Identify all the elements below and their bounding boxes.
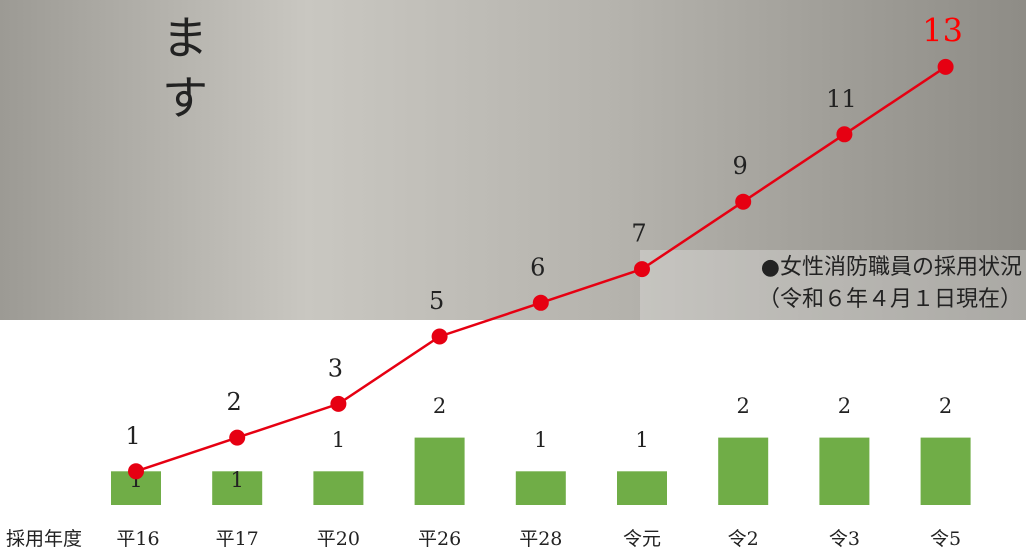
bar <box>313 471 363 505</box>
annotation: ま <box>162 11 208 65</box>
line-value-label: 5 <box>429 287 444 315</box>
bar-value-label: 1 <box>534 428 547 452</box>
line-value-label: 6 <box>530 253 545 281</box>
bar <box>415 438 465 505</box>
line-marker <box>634 261 650 277</box>
bar <box>516 471 566 505</box>
bar-value-label: 2 <box>939 394 952 418</box>
chart-subtitle: （令和６年４月１日現在） <box>758 287 1022 312</box>
bar-value-label: 2 <box>838 394 851 418</box>
line-value-label: 7 <box>631 220 646 248</box>
line-value-label: 9 <box>733 152 748 180</box>
line-marker <box>938 59 954 75</box>
x-tick-label: 令3 <box>829 528 860 550</box>
line-marker <box>128 463 144 479</box>
line-marker <box>432 329 448 345</box>
line-marker <box>533 295 549 311</box>
bar-value-label: 2 <box>433 394 446 418</box>
line-marker <box>229 430 245 446</box>
line-marker <box>735 194 751 210</box>
bar-value-label: 2 <box>737 394 750 418</box>
line-marker <box>330 396 346 412</box>
line-value-label: 13 <box>922 11 963 49</box>
chart-title: ●女性消防職員の採用状況 <box>761 255 1022 280</box>
bar-value-label: 1 <box>635 428 648 452</box>
bar-value-label: 1 <box>332 428 345 452</box>
line-value-label: 1 <box>125 422 140 450</box>
x-tick-label: 令2 <box>728 528 759 550</box>
x-tick-label: 令元 <box>623 528 661 550</box>
x-tick-label: 平17 <box>216 528 259 550</box>
line-value-label: 2 <box>227 388 242 416</box>
bar <box>718 438 768 505</box>
line-marker <box>836 126 852 142</box>
x-axis-label: 採用年度 <box>6 528 82 550</box>
x-tick-label: 平28 <box>519 528 562 550</box>
x-tick-label: 平16 <box>116 528 159 550</box>
bar <box>921 438 971 505</box>
line-value-label: 3 <box>328 354 343 382</box>
line-value-label: 11 <box>826 85 857 113</box>
annotation: す <box>162 71 208 125</box>
bar <box>819 438 869 505</box>
x-tick-label: 平26 <box>418 528 461 550</box>
bar <box>617 471 667 505</box>
x-tick-label: 平20 <box>317 528 360 550</box>
bar-value-label: 1 <box>231 468 244 492</box>
x-tick-label: 令5 <box>930 528 961 550</box>
chart: ま す ●女性消防職員の採用状況 （令和６年４月１日現在） 採用年度 平16 平1… <box>0 0 1026 554</box>
